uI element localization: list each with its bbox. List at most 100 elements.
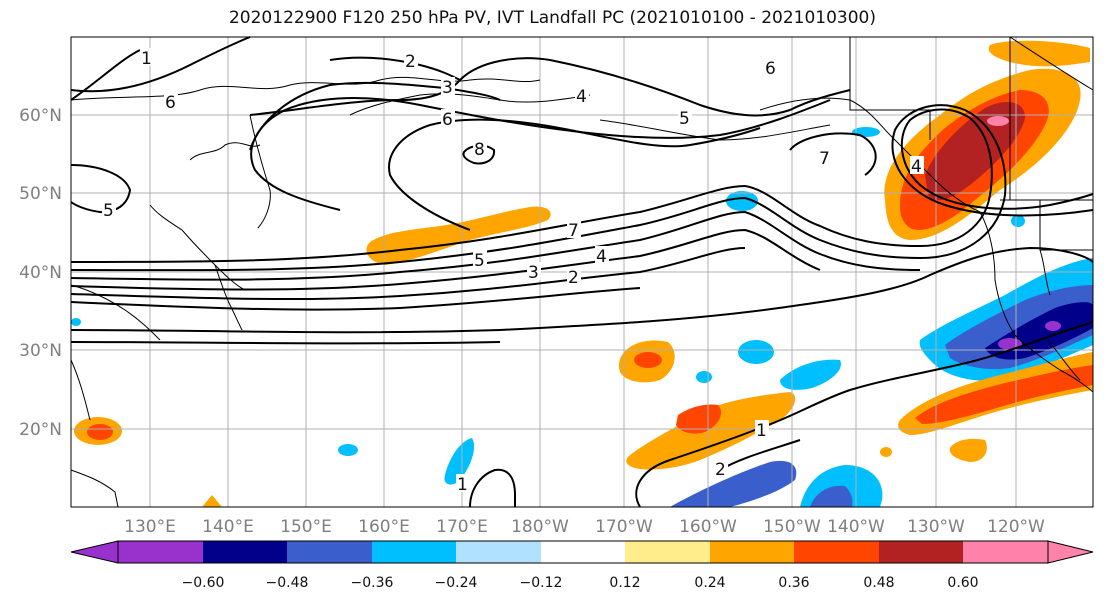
contour-label-bg [910,156,924,174]
contour-pv-6 [70,104,1094,272]
contour-label-bg [527,262,541,280]
contour-label: 7 [819,149,830,169]
contour-label: 4 [596,247,607,267]
colorbar-tick: 0.24 [694,575,725,591]
lon-tick: 120°W [987,517,1045,537]
pv-contours [70,36,1094,508]
negative-anomaly-south-3 [670,460,797,507]
colorbar-segment [287,541,372,563]
contour-label-bg [764,58,778,76]
colorbar-tick: 0.36 [778,575,809,591]
contour-pv-1-north [70,49,141,101]
border-alaska-canada [849,37,931,140]
lat-tick: 20°N [19,420,62,440]
negative-anomaly-south-4-core [810,485,853,507]
contour-label-bg [818,148,832,166]
contour-pv-1b [70,341,501,345]
lon-tick: 170°E [436,517,488,537]
colorbar-segment [794,541,879,563]
contour-pv-5 [70,210,921,281]
positive-anomaly-hawaii-strong [676,404,722,434]
lon-tick: 160°E [358,517,410,537]
contour-pv-7-mid [388,118,761,231]
contour-label: 6 [442,110,453,130]
colorbar-segment [203,541,287,563]
contour-label-bg [102,200,116,218]
contour-pv-3-north [249,81,501,151]
positive-anomaly-west-pacific [366,206,551,265]
lat-tick: 40°N [19,263,62,283]
colorbar-tick: −0.24 [435,575,478,591]
contour-label: 2 [405,52,416,72]
negative-anomaly-peak-2 [1045,321,1061,331]
coastline-japan-honshu [214,264,243,331]
lon-tick: 180°W [511,517,569,537]
latitude-ticks: 60°N 50°N 40°N 30°N 20°N [19,106,62,440]
positive-anomaly-south-edge [202,495,222,507]
contour-label-bg [473,250,487,268]
positive-anomaly-subtropical-strong [915,365,1093,424]
border-us-states [1039,249,1051,296]
colorbar: −0.60 −0.48 −0.36 −0.24 −0.12 0.12 0.24 … [70,540,1094,591]
colorbar-segment [710,541,794,563]
contour-label-bg [404,51,418,69]
lon-tick: 170°W [595,517,653,537]
contour-pv-6-mid [250,97,831,211]
border-us-states-2 [1039,200,1093,251]
colorbar-tick: 0.48 [863,575,894,591]
positive-anomaly-small-2 [880,447,892,457]
contour-label: 8 [474,140,485,160]
coastline-baja [1047,339,1081,381]
contour-labels: 1 6 2 3 4 6 5 6 8 5 7 5 3 4 2 7 4 1 1 [102,48,924,495]
colorbar-segment [625,541,710,563]
positive-anomaly-hawaii [626,392,796,470]
contour-label-bg [567,267,581,285]
contour-label-bg [441,109,455,127]
lon-tick: 150°W [763,517,821,537]
positive-anomaly-philippine-sea-core [87,424,113,440]
colorbar-tick: 0.60 [947,575,978,591]
contour-label-bg [678,108,692,126]
contour-label-bg [595,246,609,264]
contour-label: 3 [528,263,539,283]
contour-label-bg [575,86,589,104]
contour-label: 6 [765,59,776,79]
negative-anomaly-aleutian [726,191,758,211]
lat-tick: 60°N [19,106,62,126]
contour-pv-7-east [789,132,877,176]
negative-anomaly-west-edge [71,318,81,326]
contour-pv-5-west [70,164,132,214]
negative-anomaly-south-2 [338,444,358,456]
contour-label: 2 [568,268,579,288]
contour-label: 1 [141,49,152,69]
colorbar-segment [541,541,625,563]
contour-pv-3 [70,247,746,301]
graticule [71,37,1093,507]
contour-label-bg [164,92,178,110]
longitude-ticks: 130°E 140°E 150°E 160°E 170°E 180°W 170°… [124,517,1045,537]
negative-anomaly-central-1 [738,340,774,364]
colorbar-tick: 0.12 [609,575,640,591]
coastline-bering [349,93,591,116]
colorbar-frame [117,540,1049,564]
contour-label: 5 [474,251,485,271]
contour-label: 1 [756,421,767,441]
negative-anomaly-central-2 [780,359,841,390]
contour-pv-2 [70,287,641,311]
contour-pv-7 [70,108,1094,263]
colorbar-extend-high [1047,540,1094,564]
positive-anomaly-alaska-peak [987,116,1009,126]
contour-label: 3 [442,78,453,98]
positive-anomaly-central-core [634,352,662,368]
lon-tick: 130°W [907,517,965,537]
border-canada-provinces [1009,36,1094,91]
lat-tick: 50°N [19,184,62,204]
lon-tick: 150°E [280,517,332,537]
contour-pv-1-south [70,246,1094,334]
colorbar-segment [879,541,963,563]
lat-tick: 30°N [19,341,62,361]
contour-pv-1-south-loop [469,468,516,508]
contour-label: 5 [103,201,114,221]
coastline-philippines [70,469,119,508]
colorbar-tick: −0.60 [182,575,225,591]
